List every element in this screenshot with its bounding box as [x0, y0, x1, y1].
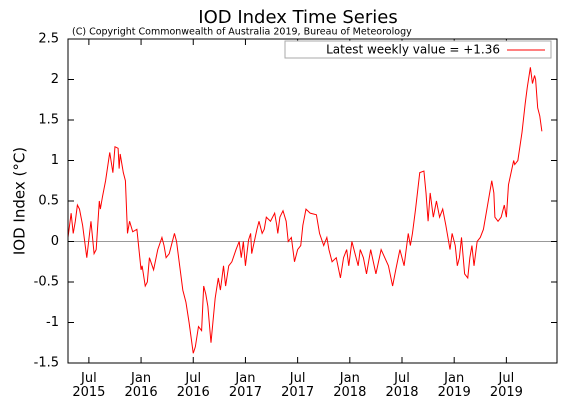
x-tick-label: Jan 2019 [438, 371, 471, 400]
x-tick-label: Jul 2017 [281, 371, 314, 400]
y-tick-label: 0 [51, 234, 59, 249]
x-tick-label-line: 2016 [177, 385, 210, 400]
x-tick-label-line: 2016 [125, 385, 158, 400]
x-tick-label: Jul 2019 [490, 371, 523, 400]
x-tick-label: Jan 2017 [229, 371, 262, 400]
y-axis-label: IOD Index (°C) [11, 147, 29, 255]
y-tick-label: 2 [51, 72, 59, 87]
x-tick-label: Jan 2016 [125, 371, 158, 400]
x-tick-label-line: Jan [339, 371, 360, 386]
x-tick-label-line: Jul [393, 371, 410, 386]
x-tick-label-line: 2015 [72, 385, 105, 400]
x-tick-label: Jan 2018 [333, 371, 366, 400]
y-tick-label: -0.5 [34, 275, 59, 290]
x-tick-label-line: Jul [184, 371, 201, 386]
x-tick-label-line: 2018 [333, 385, 366, 400]
y-tick-label: -1.5 [34, 356, 59, 371]
data-line [67, 67, 543, 354]
y-tick-label: 2.5 [38, 32, 59, 47]
x-tick-label-line: Jul [498, 371, 515, 386]
x-tick-label-line: 2017 [229, 385, 262, 400]
x-tick-label-line: 2019 [438, 385, 471, 400]
x-tick-label: Jul 2018 [385, 371, 418, 400]
x-tick-label-line: Jan [130, 371, 151, 386]
x-tick-label-line: 2019 [490, 385, 523, 400]
x-tick-label-line: Jul [80, 371, 97, 386]
x-tick-label: Jul 2016 [177, 371, 210, 400]
y-tick-label: 0.5 [38, 194, 59, 209]
y-tick-label: -1 [46, 315, 59, 330]
x-tick-label-line: 2017 [281, 385, 314, 400]
y-tick-label: 1.5 [38, 113, 59, 128]
chart-title: IOD Index Time Series [198, 7, 397, 28]
legend-label: Latest weekly value = +1.36 [326, 43, 500, 57]
x-tick-label-line: Jan [234, 371, 255, 386]
x-tick-label-line: 2018 [385, 385, 418, 400]
plot-frame [67, 38, 558, 364]
x-tick-label: Jul 2015 [72, 371, 105, 400]
y-tick-label: 1 [51, 153, 59, 168]
x-tick-label-line: Jul [289, 371, 306, 386]
chart-subtitle: (C) Copyright Commonwealth of Australia … [72, 27, 412, 38]
x-tick-label-line: Jan [443, 371, 464, 386]
legend-box [284, 40, 552, 59]
